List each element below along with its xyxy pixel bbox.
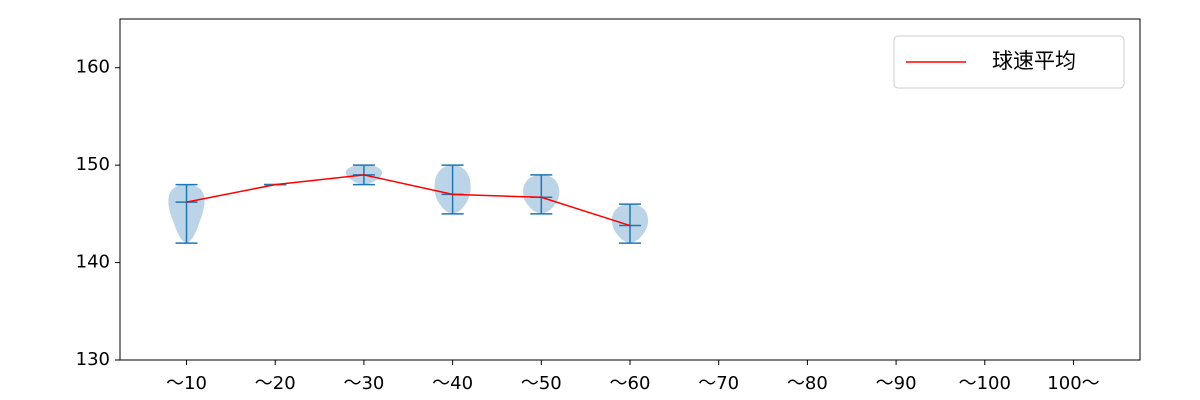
legend-label: 球速平均 bbox=[992, 49, 1076, 73]
x-tick-label: ～40 bbox=[432, 373, 473, 394]
x-tick-label: 100～ bbox=[1047, 373, 1099, 394]
mean-line bbox=[186, 174, 631, 227]
x-tick-label: ～10 bbox=[166, 373, 207, 394]
x-tick-label: ～100 bbox=[959, 373, 1011, 394]
x-tick-label: ～30 bbox=[343, 373, 384, 394]
x-tick-label: ～60 bbox=[610, 373, 651, 394]
x-tick-label: ～90 bbox=[876, 373, 917, 394]
y-tick-label: 140 bbox=[76, 252, 110, 273]
x-tick-label: ～20 bbox=[255, 373, 296, 394]
legend-box bbox=[893, 35, 1125, 89]
x-tick-label: ～80 bbox=[787, 373, 828, 394]
x-tick-label: ～50 bbox=[521, 373, 562, 394]
y-tick-label: 150 bbox=[76, 154, 110, 175]
y-tick-label: 160 bbox=[76, 57, 110, 78]
y-tick-label: 130 bbox=[76, 349, 110, 370]
x-tick-label: ～70 bbox=[698, 373, 739, 394]
